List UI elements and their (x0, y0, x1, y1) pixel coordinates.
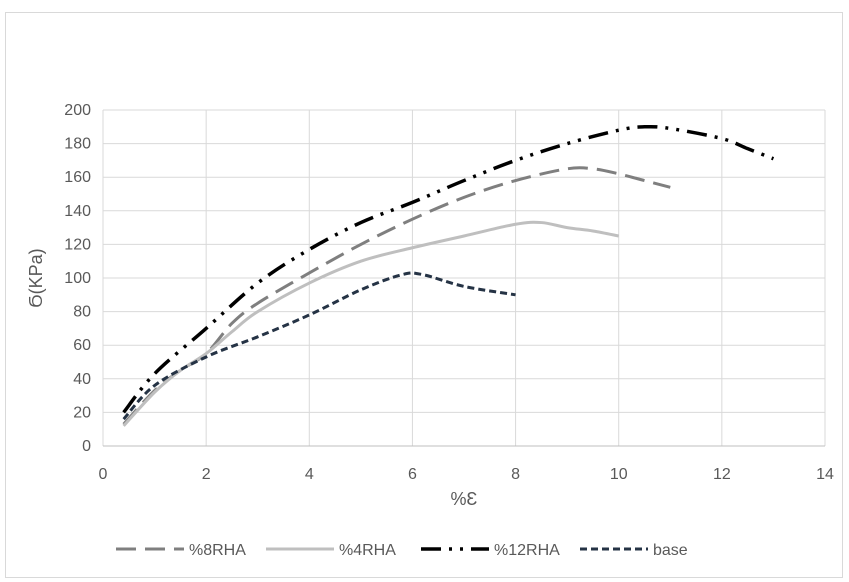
series-line-2 (122, 124, 775, 414)
y-tick-label: 140 (64, 203, 91, 220)
legend-label-0: %8RHA (189, 542, 246, 559)
tick-layer: 0 20 40 60 80 100 120 140 160 180 200 0 2 4 6 8 10 12 14 (64, 102, 834, 483)
legend: %8RHA %4RHA %12RHA base (116, 542, 688, 559)
y-tick-label: 180 (64, 136, 91, 153)
y-tick-label: 80 (73, 304, 91, 321)
axis-layer (102, 110, 825, 447)
series-line-3 (122, 271, 516, 421)
y-tick-label: 60 (73, 337, 91, 354)
y-tick-label: 100 (64, 270, 91, 287)
legend-label-1: %4RHA (339, 542, 396, 559)
x-tick-label: 14 (816, 466, 834, 483)
y-tick-label: 20 (73, 404, 91, 421)
chart-frame (5, 12, 843, 578)
x-tick-label: 12 (713, 466, 731, 483)
legend-label-3: base (653, 542, 688, 559)
grid-layer (103, 109, 826, 446)
x-tick-label: 4 (305, 466, 314, 483)
x-tick-label: 0 (99, 466, 108, 483)
legend-label-2: %12RHA (494, 542, 560, 559)
x-tick-label: 6 (408, 466, 417, 483)
series-line-0 (122, 166, 671, 426)
y-tick-label: 200 (64, 102, 91, 119)
y-axis-title: Ϭ(KPa) (26, 248, 46, 307)
x-tick-label: 8 (511, 466, 520, 483)
x-axis-title: %Ɛ (451, 489, 478, 509)
series-layer (122, 124, 775, 427)
series-line-1 (122, 220, 619, 427)
x-tick-label: 2 (202, 466, 211, 483)
y-tick-label: 0 (82, 438, 91, 455)
y-tick-label: 40 (73, 371, 91, 388)
x-tick-label: 10 (610, 466, 628, 483)
y-tick-label: 120 (64, 236, 91, 253)
y-tick-label: 160 (64, 169, 91, 186)
